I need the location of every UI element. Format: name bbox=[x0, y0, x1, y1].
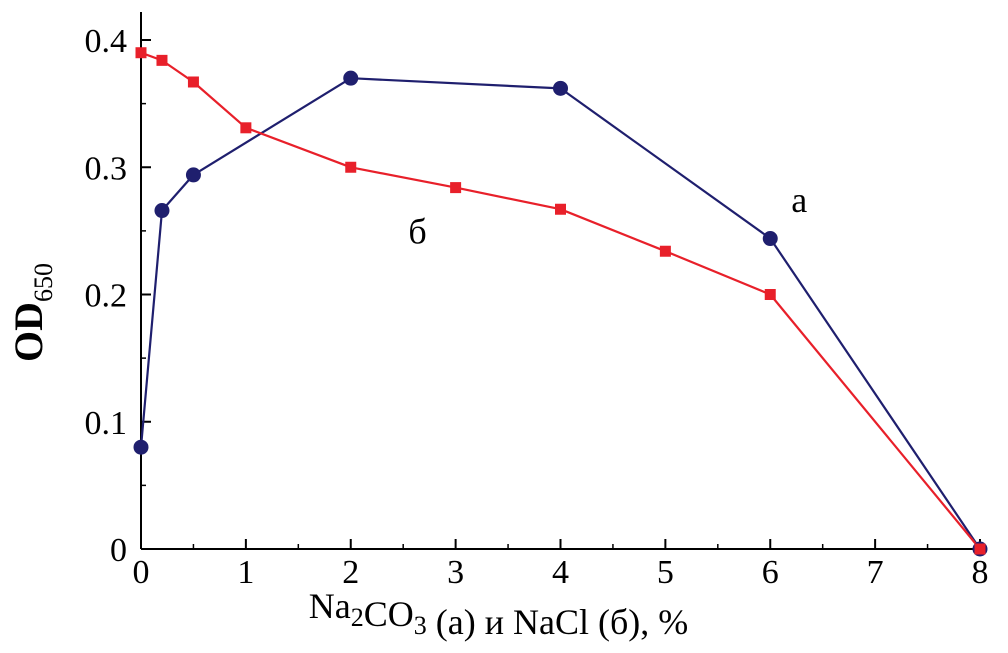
series-line-1 bbox=[140, 51, 981, 550]
data-point-0 bbox=[154, 203, 170, 219]
x-axis-title-part: (а) и NaCl (б), % bbox=[427, 602, 689, 642]
x-axis-title-part: 2 bbox=[351, 603, 364, 632]
series-line-0 bbox=[139, 77, 981, 550]
y-tick-label: 0.4 bbox=[85, 23, 128, 60]
data-point-1 bbox=[345, 161, 357, 173]
series-label-b: б bbox=[408, 212, 426, 252]
y-tick-label: 0.1 bbox=[85, 405, 128, 442]
data-point-1 bbox=[555, 203, 566, 215]
x-tick-label: 3 bbox=[447, 554, 464, 591]
data-point-1 bbox=[187, 76, 199, 88]
data-point-1 bbox=[659, 245, 671, 257]
data-point-1 bbox=[450, 182, 462, 194]
x-tick-label: 8 bbox=[972, 554, 989, 591]
y-tick-label: 0.3 bbox=[85, 150, 128, 187]
x-tick-label: 4 bbox=[552, 554, 569, 591]
x-tick-label: 6 bbox=[762, 554, 779, 591]
y-axis-title-main: OD bbox=[6, 302, 51, 362]
data-point-1 bbox=[240, 122, 252, 134]
y-axis-title-sub: 650 bbox=[29, 263, 58, 302]
y-axis-title: OD650 bbox=[6, 263, 58, 362]
data-point-0 bbox=[762, 231, 778, 247]
x-tick-label: 5 bbox=[657, 554, 674, 591]
series-lines bbox=[139, 51, 981, 550]
data-point-1 bbox=[156, 54, 168, 66]
data-point-0 bbox=[553, 80, 568, 96]
x-axis-title-part: Na bbox=[309, 586, 351, 626]
x-axis-title: Na2CO3 (а) и NaCl (б), % bbox=[309, 586, 689, 642]
data-point-1 bbox=[974, 543, 986, 555]
x-tick-label: 2 bbox=[342, 554, 359, 591]
data-point-0 bbox=[343, 70, 359, 86]
x-axis-title-part: 3 bbox=[414, 611, 427, 640]
y-tick-label: 0 bbox=[110, 532, 127, 569]
data-point-1 bbox=[135, 47, 147, 59]
x-tick-label: 7 bbox=[867, 554, 884, 591]
series-markers bbox=[133, 47, 988, 557]
data-point-0 bbox=[185, 167, 201, 183]
ticks: 0 1 2 3 4 5 6 7 8 0 0.1 0.2 0.3 0.4 bbox=[85, 23, 989, 591]
x-tick-label: 1 bbox=[237, 554, 254, 591]
data-point-1 bbox=[764, 289, 776, 300]
data-point-0 bbox=[133, 439, 149, 455]
y-tick-label: 0.2 bbox=[85, 278, 128, 315]
x-tick-label: 0 bbox=[133, 554, 150, 591]
x-axis-title-part: CO bbox=[364, 594, 414, 634]
series-label-a: а bbox=[791, 180, 807, 220]
